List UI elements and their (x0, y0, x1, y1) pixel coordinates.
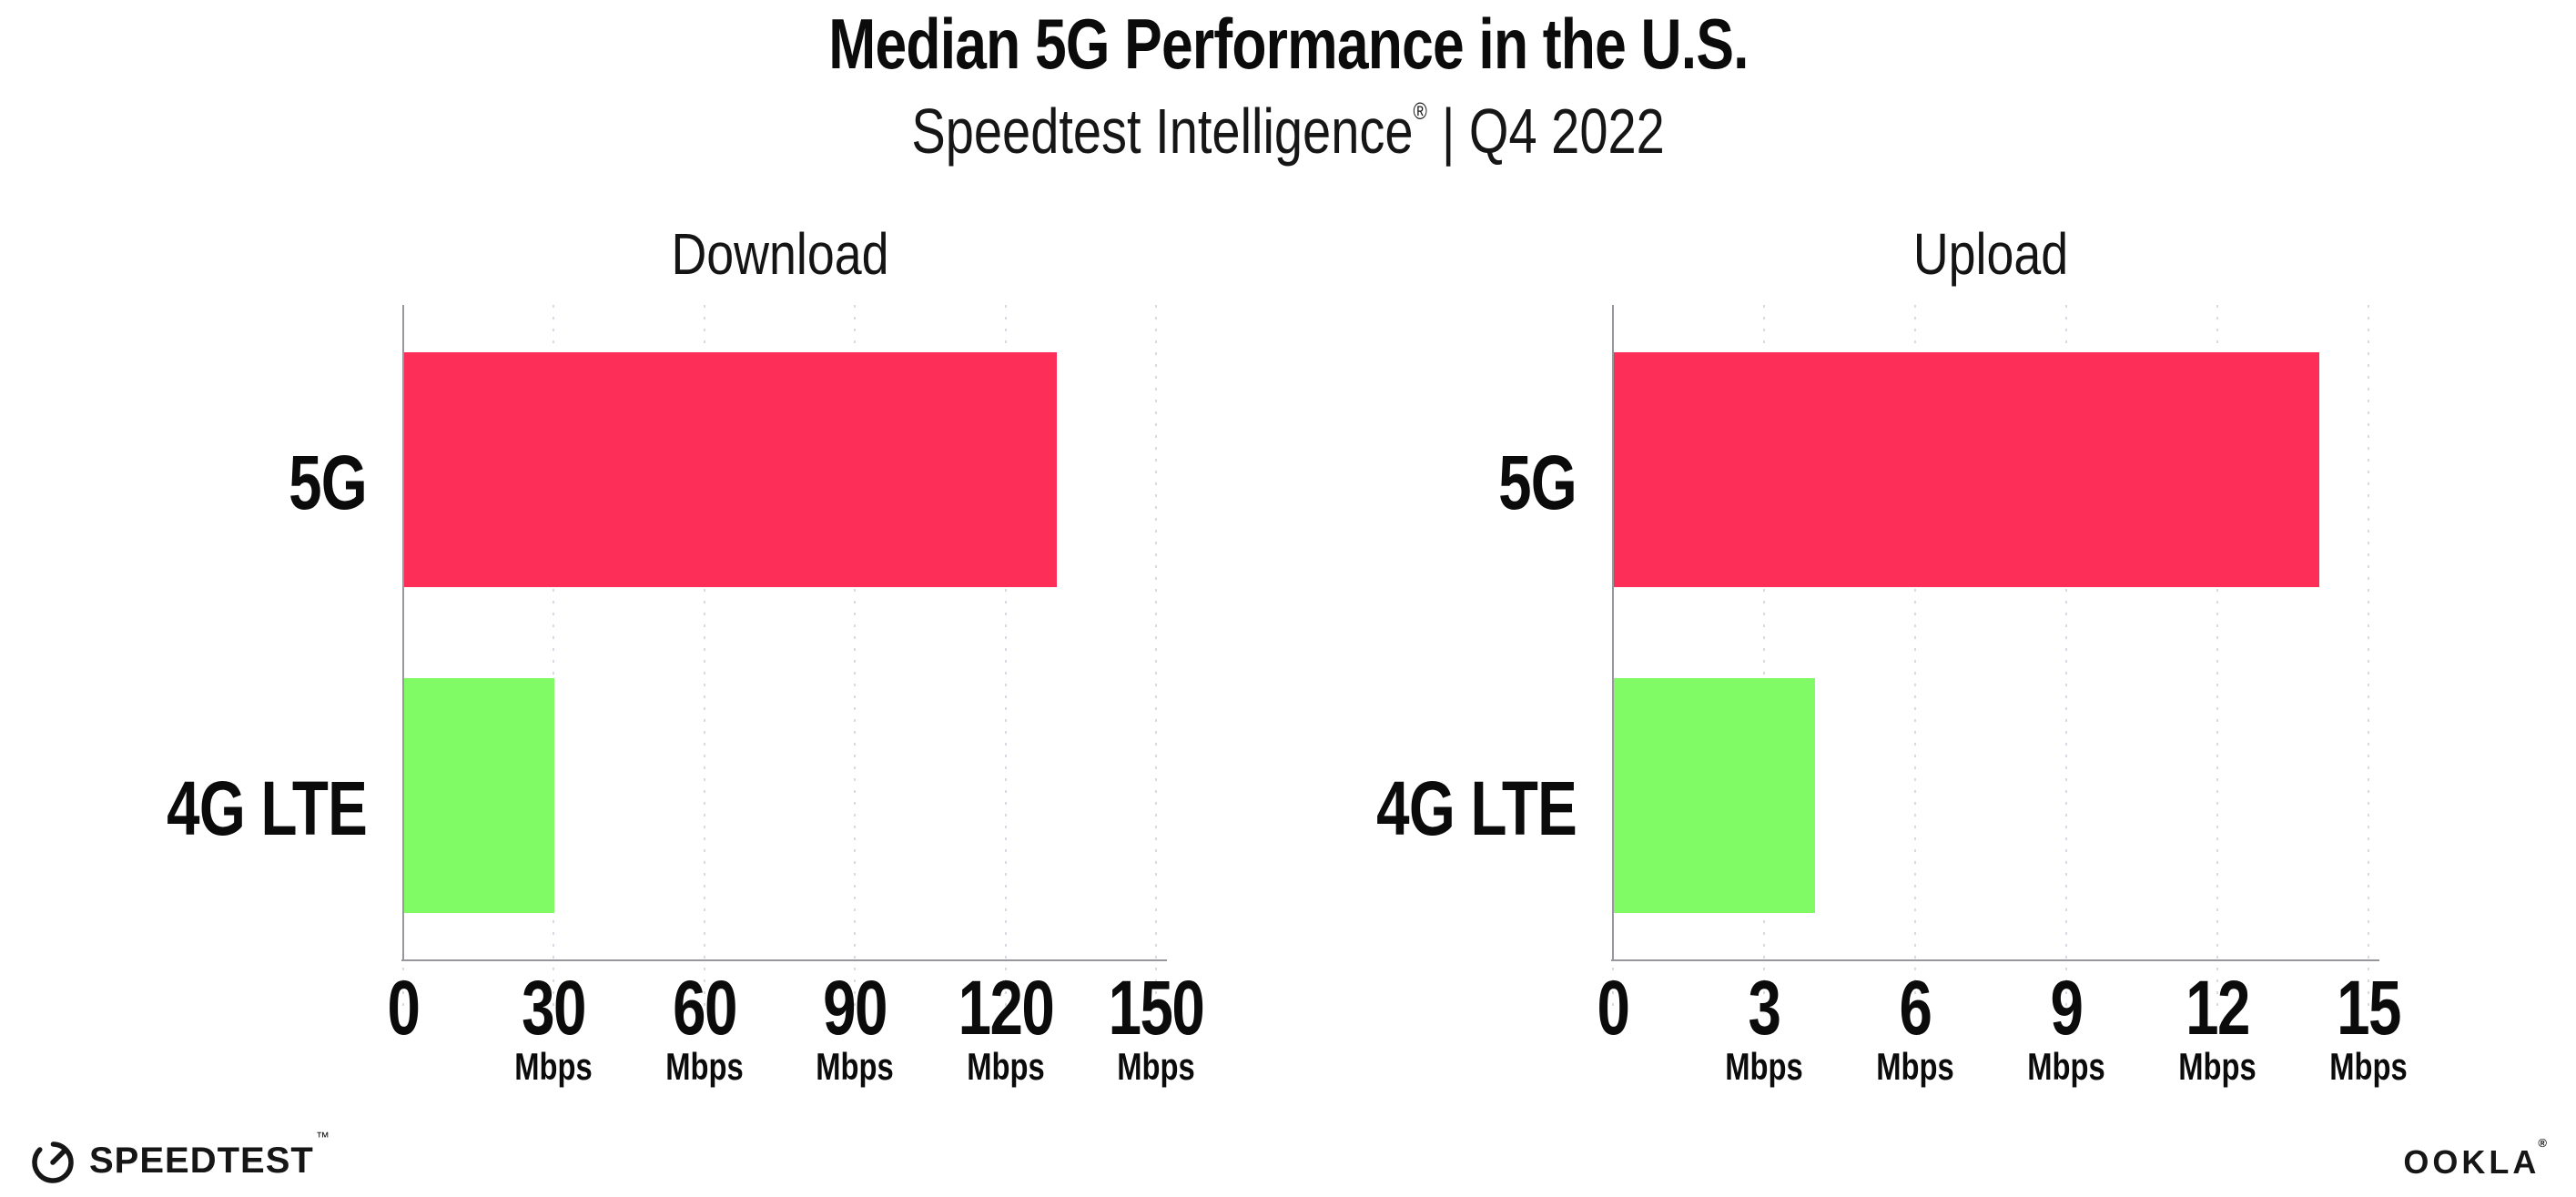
gridline-upload-15 (2368, 305, 2369, 1006)
tick-unit: Mbps (1117, 1045, 1195, 1088)
tick-value: 6 (1899, 965, 1932, 1050)
bar-upload-5g (1614, 352, 2319, 587)
tick-download-0: 0 (387, 965, 421, 1050)
y-axis-download (402, 305, 404, 961)
ookla-logo: OOKLA® (2403, 1136, 2552, 1182)
tick-upload-15: 15 Mbps (2329, 965, 2408, 1090)
tick-download-150: 150 Mbps (1108, 965, 1205, 1090)
page-title: Median 5G Performance in the U.S. (827, 4, 1749, 84)
subheader: Speedtest Intelligence® | Q4 2022 (0, 87, 2576, 175)
x-axis-download (401, 959, 1167, 961)
gridline-upload-12 (2216, 305, 2218, 1006)
tick-value: 0 (1597, 965, 1630, 1050)
header: Median 5G Performance in the U.S. (0, 4, 2576, 84)
subtitle-brand: Speedtest Intelligence (911, 96, 1414, 167)
tick-upload-12: 12 Mbps (2178, 965, 2257, 1090)
tick-download-90: 90 Mbps (816, 965, 894, 1090)
trademark-icon: ™ (315, 1129, 330, 1145)
tick-value: 0 (387, 965, 421, 1050)
tick-value: 30 (522, 965, 587, 1050)
tick-upload-9: 9 Mbps (2027, 965, 2105, 1090)
ookla-label: OOKLA (2403, 1143, 2541, 1181)
tick-value: 9 (2050, 965, 2084, 1050)
page-subtitle: Speedtest Intelligence® | Q4 2022 (911, 87, 1664, 175)
tick-value: 12 (2186, 965, 2250, 1050)
category-label-upload-5g: 5G (1498, 440, 1577, 525)
gridline-download-120 (1004, 305, 1007, 1006)
speedtest-logo: SPEEDTEST™ (27, 1130, 330, 1187)
tick-unit: Mbps (2178, 1045, 2257, 1088)
tick-unit: Mbps (2027, 1045, 2105, 1088)
registered-trademark-icon: ® (1413, 97, 1427, 125)
tick-upload-0: 0 (1597, 965, 1630, 1050)
tick-value: 120 (958, 965, 1054, 1050)
gridline-download-150 (1155, 305, 1157, 1006)
tick-unit: Mbps (816, 1045, 894, 1088)
chart-title-upload: Upload (1912, 221, 2069, 287)
x-axis-upload (1611, 959, 2379, 961)
category-label-download-5g: 5G (289, 440, 368, 525)
bar-upload-4g-lte (1614, 678, 1816, 913)
tick-unit: Mbps (514, 1045, 593, 1088)
y-axis-upload (1612, 305, 1614, 961)
registered-icon: ® (2538, 1136, 2551, 1150)
gridline-upload-6 (1914, 305, 1916, 1006)
gridline-upload-3 (1763, 305, 1765, 1006)
tick-value: 150 (1108, 965, 1205, 1050)
tick-upload-3: 3 Mbps (1725, 965, 1803, 1090)
bar-download-4g-lte (404, 678, 555, 913)
speedtest-wordmark: SPEEDTEST™ (89, 1130, 330, 1182)
category-label-upload-4g-lte: 4G LTE (1376, 766, 1577, 851)
tick-download-60: 60 Mbps (665, 965, 744, 1090)
gridline-download-90 (854, 305, 857, 1006)
tick-unit: Mbps (2329, 1045, 2408, 1088)
tick-unit: Mbps (665, 1045, 744, 1088)
bar-download-5g (404, 352, 1057, 587)
tick-unit: Mbps (1876, 1045, 1954, 1088)
tick-unit: Mbps (1725, 1045, 1803, 1088)
gridline-download-60 (703, 305, 705, 1006)
speedtest-gauge-icon (32, 1141, 74, 1183)
tick-unit: Mbps (966, 1045, 1045, 1088)
gridline-download-30 (553, 305, 555, 1006)
tick-upload-6: 6 Mbps (1876, 965, 1954, 1090)
tick-value: 60 (672, 965, 737, 1050)
tick-value: 90 (823, 965, 887, 1050)
tick-download-30: 30 Mbps (514, 965, 593, 1090)
gridline-upload-9 (2065, 305, 2067, 1006)
chart-title-download: Download (670, 221, 889, 287)
tick-download-120: 120 Mbps (958, 965, 1054, 1090)
tick-value: 3 (1748, 965, 1781, 1050)
tick-value: 15 (2337, 965, 2401, 1050)
subtitle-period: | Q4 2022 (1441, 96, 1665, 167)
category-label-download-4g-lte: 4G LTE (167, 766, 368, 851)
speedtest-label: SPEEDTEST (89, 1140, 314, 1181)
